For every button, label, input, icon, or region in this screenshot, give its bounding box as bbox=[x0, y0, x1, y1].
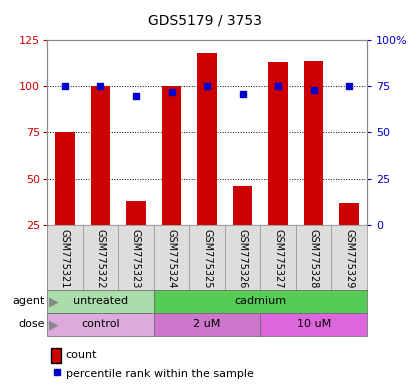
Text: GSM775327: GSM775327 bbox=[272, 229, 283, 289]
Text: GSM775328: GSM775328 bbox=[308, 229, 318, 289]
Bar bbox=[153, 290, 366, 313]
Bar bbox=[55, 132, 74, 225]
Bar bbox=[47, 290, 153, 313]
Text: control: control bbox=[81, 319, 119, 329]
Bar bbox=[232, 186, 252, 225]
Text: untreated: untreated bbox=[73, 296, 128, 306]
Text: GSM775326: GSM775326 bbox=[237, 229, 247, 289]
Bar bbox=[197, 53, 216, 225]
Text: GSM775329: GSM775329 bbox=[343, 229, 353, 289]
Text: agent: agent bbox=[13, 296, 45, 306]
Bar bbox=[267, 63, 287, 225]
Text: GSM775321: GSM775321 bbox=[60, 229, 70, 289]
Text: dose: dose bbox=[18, 319, 45, 329]
Bar bbox=[153, 313, 260, 336]
Text: count: count bbox=[65, 350, 97, 360]
Bar bbox=[126, 201, 146, 225]
Text: percentile rank within the sample: percentile rank within the sample bbox=[65, 369, 253, 379]
Bar bbox=[260, 313, 366, 336]
Text: 10 uM: 10 uM bbox=[296, 319, 330, 329]
Text: GSM775323: GSM775323 bbox=[130, 229, 141, 289]
Text: 2 uM: 2 uM bbox=[193, 319, 220, 329]
Text: ▶: ▶ bbox=[49, 318, 58, 331]
Bar bbox=[303, 61, 323, 225]
Bar bbox=[339, 202, 358, 225]
Text: GDS5179 / 3753: GDS5179 / 3753 bbox=[148, 13, 261, 27]
Text: GSM775324: GSM775324 bbox=[166, 229, 176, 289]
Text: ▶: ▶ bbox=[49, 295, 58, 308]
Text: GSM775322: GSM775322 bbox=[95, 229, 105, 289]
Bar bbox=[161, 86, 181, 225]
Bar bbox=[90, 86, 110, 225]
Bar bbox=[47, 313, 153, 336]
Text: GSM775325: GSM775325 bbox=[202, 229, 211, 289]
Text: cadmium: cadmium bbox=[234, 296, 286, 306]
